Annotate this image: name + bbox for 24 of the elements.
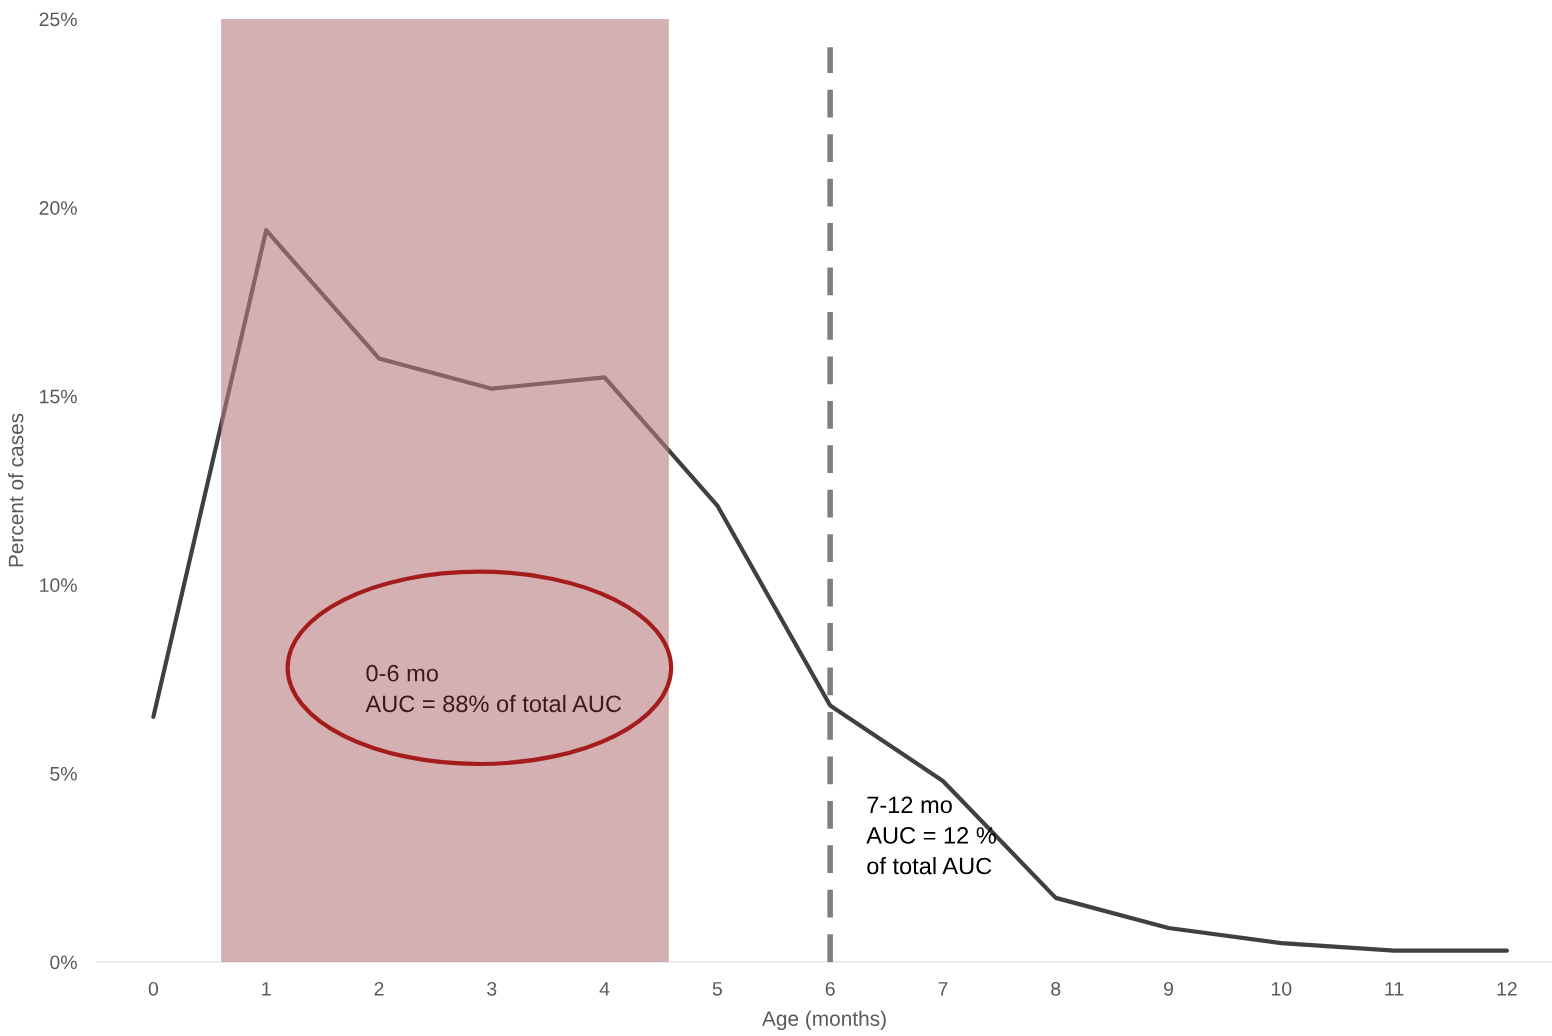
y-tick-label: 10% bbox=[40, 578, 77, 593]
y-tick-label: 0% bbox=[50, 955, 77, 970]
x-tick-label: 10 bbox=[1271, 981, 1292, 996]
x-tick-label: 7 bbox=[938, 982, 948, 996]
y-axis-title: Percent of cases bbox=[8, 413, 24, 567]
y-tick-label: 5% bbox=[50, 766, 77, 781]
x-tick-label: 11 bbox=[1385, 982, 1404, 996]
y-tick-label: 15% bbox=[40, 389, 77, 404]
y-tick-label: 25% bbox=[39, 12, 77, 27]
x-tick-label: 4 bbox=[599, 982, 610, 996]
x-tick-label: 9 bbox=[1164, 981, 1173, 996]
x-tick-label: 1 bbox=[262, 982, 271, 996]
x-axis-title: Age (months) bbox=[762, 1010, 886, 1031]
x-tick-label: 5 bbox=[712, 982, 722, 996]
y-tick-label: 20% bbox=[39, 201, 77, 215]
line-series bbox=[151, 228, 1509, 953]
x-tick-label: 8 bbox=[1051, 981, 1061, 996]
annotation: 7-12 mo AUC = 12 % of total AUC bbox=[866, 796, 996, 875]
x-tick-label: 12 bbox=[1497, 981, 1517, 996]
x-tick-label: 2 bbox=[374, 981, 384, 996]
x-tick-label: 6 bbox=[825, 981, 835, 996]
annotation: 0-6 mo AUC = 88% of total AUC bbox=[365, 664, 622, 713]
x-tick-label: 0 bbox=[148, 981, 159, 996]
x-tick-label: 3 bbox=[487, 981, 497, 996]
